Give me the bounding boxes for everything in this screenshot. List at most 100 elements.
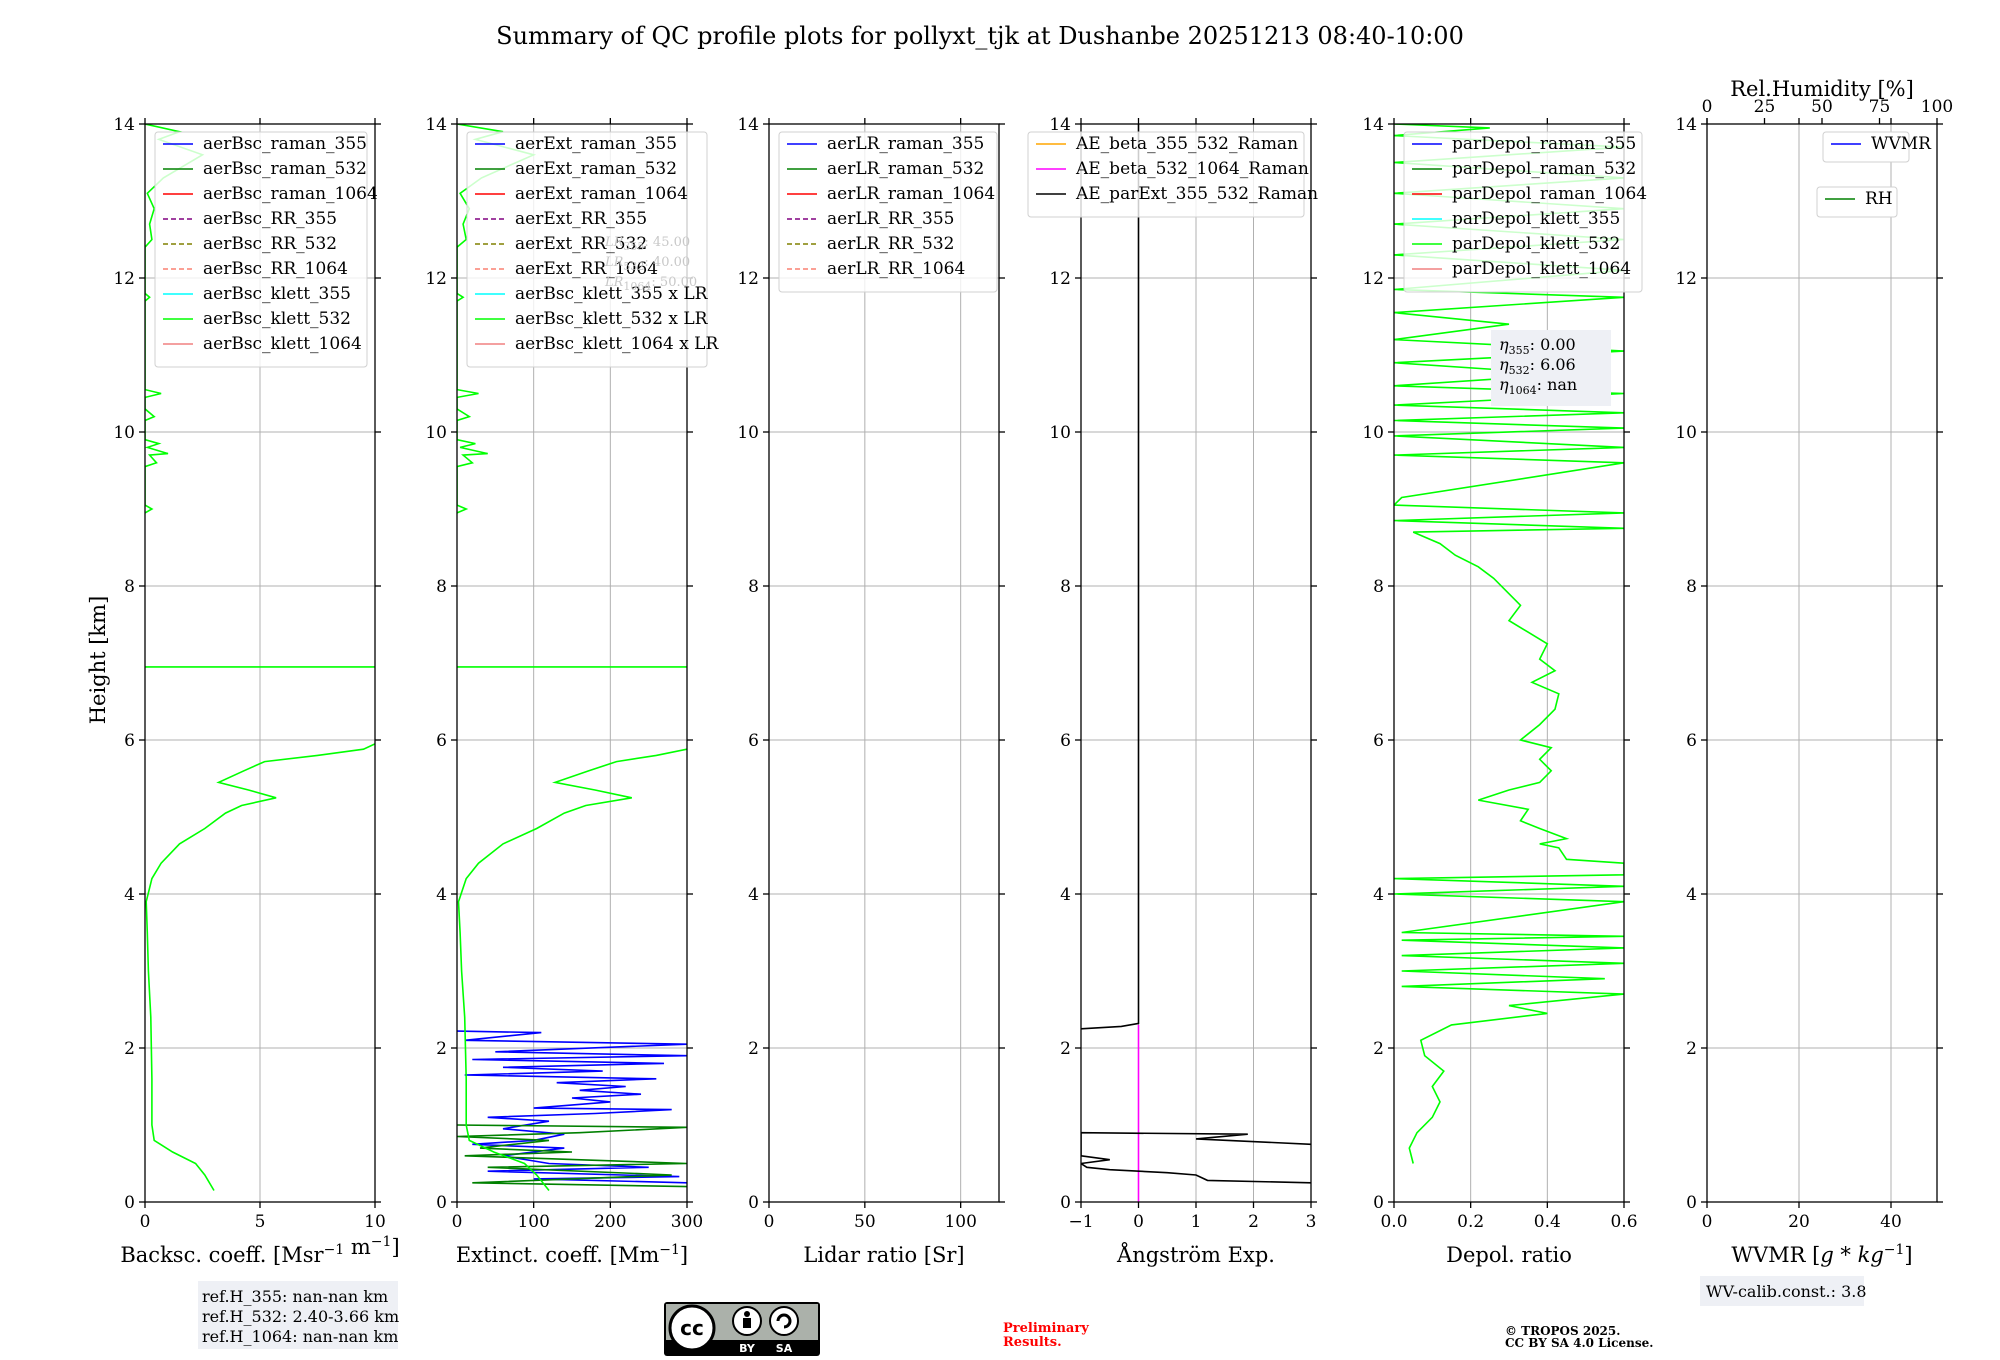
- preliminary-line2: Results.: [1003, 1335, 1062, 1350]
- sa-label: SA: [776, 1342, 793, 1355]
- x-tick-label: 3: [1306, 1212, 1317, 1232]
- x-axis-label-tail: m: [344, 1235, 371, 1259]
- by-person-body: [743, 1318, 751, 1328]
- legend-label: aerBsc_raman_355: [203, 134, 367, 154]
- y-tick-label: 0: [1686, 1193, 1697, 1213]
- top-axis-rh: Rel.Humidity [%] 0 25 50 75 100: [1702, 77, 1953, 124]
- x-tick-label: 5: [255, 1212, 266, 1232]
- x-axis-label-bsc: Backsc. coeff. [Msr−1 m−1]: [120, 1234, 399, 1267]
- y-tick-label: 12: [1362, 269, 1384, 289]
- note-line: LR355: 45.00: [604, 235, 690, 253]
- y-tick-label: 8: [436, 577, 447, 597]
- note-value: : 0.00: [1530, 335, 1576, 354]
- legend-label: parDepol_klett_532: [1452, 234, 1620, 254]
- series-group: [1394, 124, 1624, 1164]
- legend-label: aerBsc_RR_532: [203, 234, 337, 254]
- x-axis-label-main: WVMR [: [1731, 1243, 1820, 1267]
- series-aerExt_raman_532: [457, 1124, 687, 1188]
- top-tick-label: 0: [1702, 97, 1713, 117]
- x-axis-label-main: Ångström Exp.: [1116, 1242, 1275, 1267]
- x-axis-label-exp: −1: [1884, 1242, 1905, 1258]
- y-tick-label: 0: [1373, 1193, 1384, 1213]
- legend-label: aerBsc_RR_1064: [203, 259, 348, 279]
- y-tick-label: 14: [113, 115, 135, 135]
- legend-lr: aerLR_raman_355 aerLR_raman_532 aerLR_rama…: [778, 131, 998, 293]
- legend-label: aerExt_RR_355: [515, 209, 647, 229]
- note-subscript: 532: [1509, 364, 1530, 377]
- legend-box: [778, 131, 998, 293]
- x-axis-label-depol: Depol. ratio: [1446, 1243, 1572, 1267]
- series-group: [1081, 124, 1311, 1202]
- x-tick-label: 0: [764, 1212, 775, 1232]
- legend-label: aerBsc_klett_1064: [203, 334, 362, 354]
- y-tick-label: 8: [1373, 577, 1384, 597]
- x-tick-label: 1: [1191, 1212, 1202, 1232]
- y-tick-label: 2: [124, 1039, 135, 1059]
- legend-label: aerExt_RR_1064: [515, 259, 658, 279]
- x-axis-label-main: Extinct. coeff. [Mm: [456, 1243, 659, 1267]
- y-tick-label: 0: [748, 1193, 759, 1213]
- copyright-line2: CC BY SA 4.0 License.: [1505, 1336, 1653, 1350]
- x-tick-label: 0: [452, 1212, 463, 1232]
- legend-label: aerBsc_klett_355: [203, 284, 351, 304]
- y-tick-label: 12: [1675, 269, 1697, 289]
- note-subscript: 1064: [623, 280, 651, 293]
- y-tick-label: 14: [1362, 115, 1384, 135]
- preliminary-line1: Preliminary: [1003, 1321, 1089, 1336]
- note-subscript: 355: [1509, 344, 1530, 357]
- legend-box: [1403, 131, 1643, 293]
- legend-label: aerBsc_raman_1064: [203, 184, 378, 204]
- series-AE_parExt_355_532_Raman: [1081, 1131, 1311, 1184]
- legend-label: WVMR: [1871, 134, 1932, 154]
- legend-ae: AE_beta_355_532_Raman AE_beta_532_1064_Ra…: [1027, 131, 1318, 218]
- legend-label: aerExt_RR_532: [515, 234, 647, 254]
- top-tick-label: 25: [1754, 97, 1776, 117]
- panel-frame: [768, 123, 1000, 1203]
- y-axis-label: Height [km]: [86, 596, 110, 725]
- x-axis-label-exp2-baseline: ]: [391, 1235, 399, 1259]
- y-tick-label: 2: [1060, 1039, 1071, 1059]
- x-tick-label: 200: [594, 1212, 626, 1232]
- x-tick-label: 300: [671, 1212, 703, 1232]
- y-tick-label: 4: [748, 885, 759, 905]
- legend-box: [466, 131, 708, 368]
- panel-lr: 0 2 4 6 8 10 12 14 0 50 100 Lidar ratio [Sr] aerLR_r…: [737, 115, 1005, 1267]
- wv-calib-bg: [1700, 1276, 1864, 1306]
- legend-label: aerExt_raman_355: [515, 134, 677, 154]
- note-symbol: η: [1499, 375, 1509, 394]
- y-tick-label: 4: [1373, 885, 1384, 905]
- legend-depol: parDepol_raman_355 parDepol_raman_532 parD…: [1403, 131, 1647, 293]
- x-tick-label: 40: [1880, 1212, 1902, 1232]
- legend-label: AE_parExt_355_532_Raman: [1075, 184, 1318, 204]
- cc-license-badge: cc BY SA: [664, 1302, 820, 1356]
- note-value: : 40.00: [644, 255, 690, 270]
- x-axis-label-exp1: −1: [324, 1242, 345, 1258]
- legend-label: aerLR_RR_355: [827, 209, 954, 229]
- legend-label: aerExt_raman_532: [515, 159, 677, 179]
- x-axis-label-exp: −1: [659, 1242, 680, 1258]
- legend-label: aerBsc_klett_532 x LR: [515, 309, 709, 329]
- note-symbol: η: [1499, 355, 1509, 374]
- y-tick-label: 4: [1060, 885, 1071, 905]
- by-label: BY: [739, 1342, 756, 1355]
- y-tick-label: 12: [113, 269, 135, 289]
- note-subscript: 532: [623, 260, 644, 273]
- legend-label: AE_beta_355_532_Raman: [1075, 134, 1298, 154]
- note-line: η532: 6.06: [1499, 355, 1576, 377]
- x-tick-label: 100: [517, 1212, 549, 1232]
- x-tick-label: 100: [944, 1212, 976, 1232]
- panel-frame: [1706, 123, 1938, 1203]
- legend-label: aerBsc_RR_355: [203, 209, 337, 229]
- y-tick-label: 4: [1686, 885, 1697, 905]
- y-tick-label: 8: [1686, 577, 1697, 597]
- note-line: LR1064: 50.00: [604, 275, 697, 293]
- top-tick-label: 75: [1869, 97, 1891, 117]
- x-tick-label: 0.0: [1380, 1212, 1407, 1232]
- legend-box: [154, 131, 368, 368]
- x-tick-label: −1: [1068, 1212, 1093, 1232]
- legend-label: aerBsc_klett_532: [203, 309, 351, 329]
